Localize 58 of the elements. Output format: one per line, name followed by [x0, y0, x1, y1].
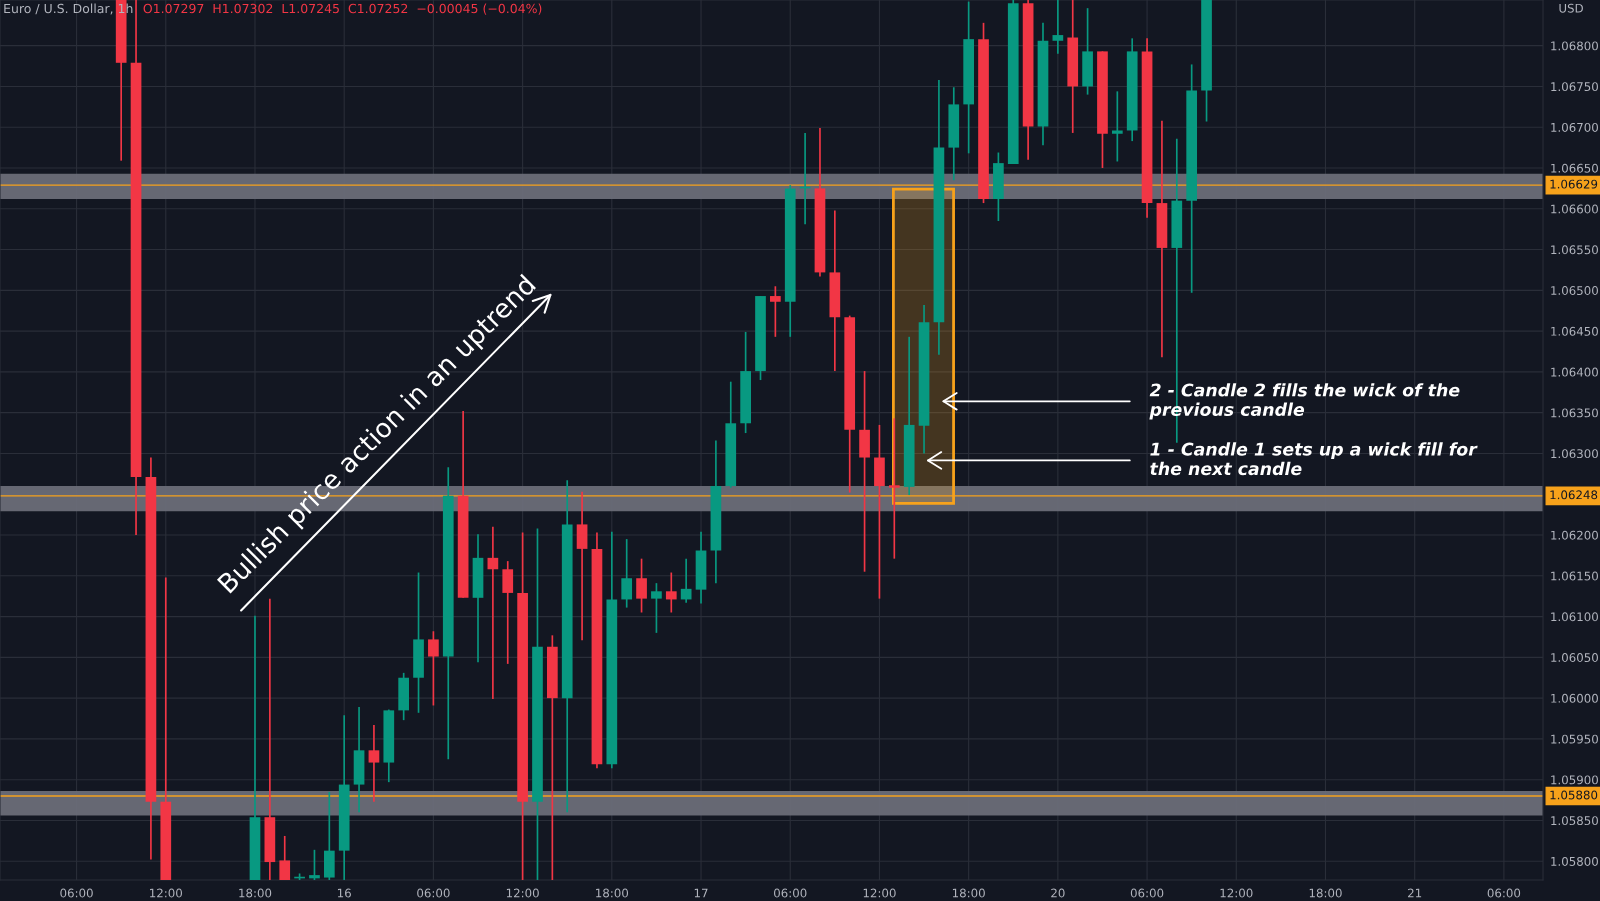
x-tick-label: 12:00 — [150, 888, 182, 898]
candlestick — [368, 724, 380, 803]
y-tick-label: 1.06400 — [1551, 367, 1598, 377]
x-tick-label: 21 — [1408, 888, 1422, 898]
candlestick — [1111, 90, 1123, 163]
candlestick — [1052, 0, 1064, 55]
y-tick-label: 1.06500 — [1551, 286, 1598, 295]
x-tick-label: 12:00 — [863, 888, 896, 898]
y-tick-label: 1.05800 — [1551, 856, 1598, 866]
x-tick-label: 06:00 — [774, 888, 807, 898]
candlestick — [888, 417, 900, 560]
y-tick-label: 1.05850 — [1551, 816, 1598, 826]
candlestick — [502, 560, 514, 665]
y-tick-label: 1.06800 — [1551, 41, 1598, 51]
candlestick — [487, 526, 499, 700]
candlestick — [770, 285, 781, 338]
candlestick — [680, 557, 692, 604]
y-tick-label: 1.05900 — [1551, 775, 1598, 785]
x-tick-label: 06:00 — [1130, 888, 1164, 898]
y-tick-label: 1.06100 — [1551, 612, 1598, 622]
candlestick — [621, 538, 633, 609]
y-tick-label: 1.06150 — [1551, 571, 1598, 581]
y-tick-label: 1.06350 — [1551, 408, 1598, 418]
x-tick-label: 06:00 — [417, 888, 450, 898]
x-tick-label: 06:00 — [1487, 888, 1521, 898]
candlestick — [651, 582, 662, 634]
x-tick-label: 16 — [337, 888, 351, 898]
x-tick-label: 18:00 — [596, 888, 629, 898]
y-tick-label: 1.06050 — [1551, 653, 1598, 662]
x-tick-label: 12:00 — [1220, 888, 1253, 898]
annotation: 1 - Candle 1 sets up a wick fill for the next candle — [1150, 442, 1478, 476]
candlestick — [428, 630, 439, 707]
candlestick — [279, 835, 291, 880]
y-tick-label: 1.06200 — [1551, 530, 1598, 540]
chart-subtitle: O1.07297 H1.07302 L1.07245 C1.07252 −0.00045 (−0.04%) — [143, 3, 542, 15]
x-tick-label: 17 — [694, 888, 708, 898]
y-axis-title: USD — [1559, 3, 1583, 13]
x-tick-label: 18:00 — [1309, 888, 1342, 898]
ref-line-label: 1.05880 — [1550, 790, 1598, 800]
x-tick-label: 12:00 — [506, 888, 539, 898]
y-tick-label: 1.06550 — [1551, 245, 1598, 255]
y-tick-label: 1.06000 — [1551, 693, 1598, 703]
y-tick-label: 1.05950 — [1551, 734, 1598, 744]
candlestick — [636, 557, 647, 614]
y-tick-label: 1.06300 — [1551, 449, 1598, 459]
x-tick-label: 18:00 — [239, 888, 272, 898]
ref-line-label: 1.06248 — [1550, 490, 1598, 500]
y-tick-label: 1.06650 — [1551, 163, 1598, 173]
candlestick — [309, 848, 320, 880]
x-tick-label: 18:00 — [952, 888, 985, 898]
y-tick-label: 1.06450 — [1551, 326, 1598, 336]
y-tick-label: 1.06750 — [1551, 82, 1598, 92]
y-tick-label: 1.06600 — [1551, 204, 1598, 214]
ref-line-label: 1.06629 — [1550, 179, 1598, 189]
x-tick-label: 06:00 — [60, 888, 93, 898]
y-tick-label: 1.06700 — [1551, 122, 1598, 132]
candlestick — [665, 571, 677, 614]
x-tick-label: 20 — [1051, 888, 1065, 898]
